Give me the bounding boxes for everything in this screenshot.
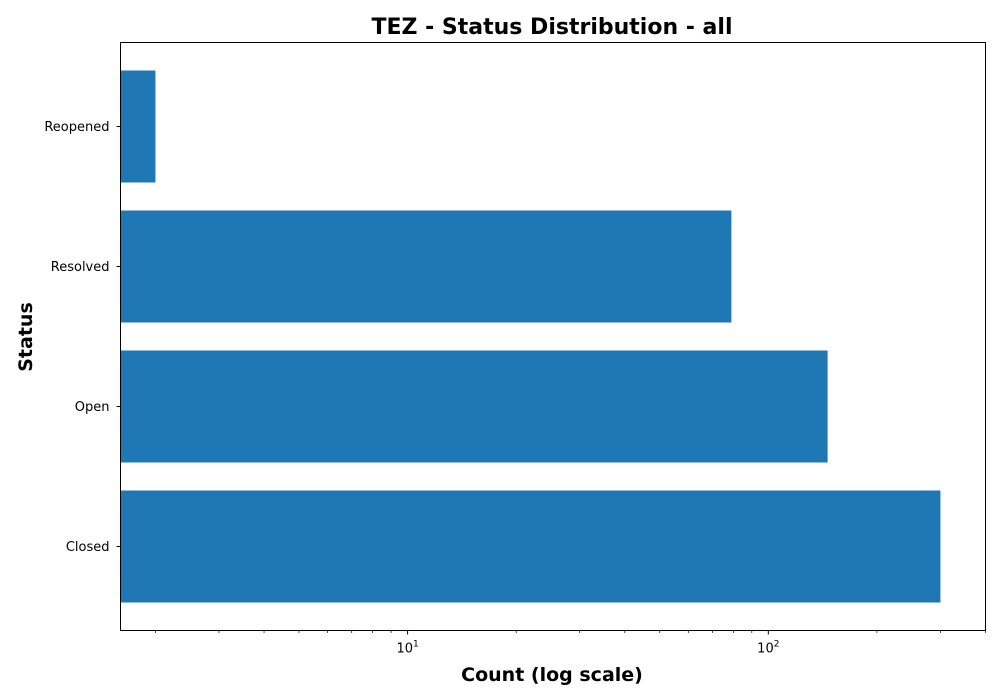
bars	[120, 70, 941, 603]
plot-frame	[120, 42, 986, 631]
y-axis-label: Status	[15, 302, 37, 372]
y-tick-label: Reopened	[44, 120, 109, 135]
y-tick-label: Open	[75, 400, 110, 415]
bar-closed	[120, 490, 941, 603]
y-tick-label: Closed	[66, 540, 110, 555]
bar-open	[120, 350, 828, 463]
x-tick-label: 102	[757, 640, 779, 657]
chart-title: TEZ - Status Distribution - all	[371, 15, 732, 40]
bar-reopened	[120, 70, 156, 183]
bar-resolved	[120, 210, 732, 323]
x-axis-label: Count (log scale)	[461, 664, 643, 686]
x-ticks: 101 102	[155, 630, 986, 657]
y-ticks: Closed Open Resolved Reopened	[44, 120, 121, 555]
y-tick-label: Resolved	[51, 260, 110, 275]
x-tick-label: 101	[396, 640, 418, 657]
